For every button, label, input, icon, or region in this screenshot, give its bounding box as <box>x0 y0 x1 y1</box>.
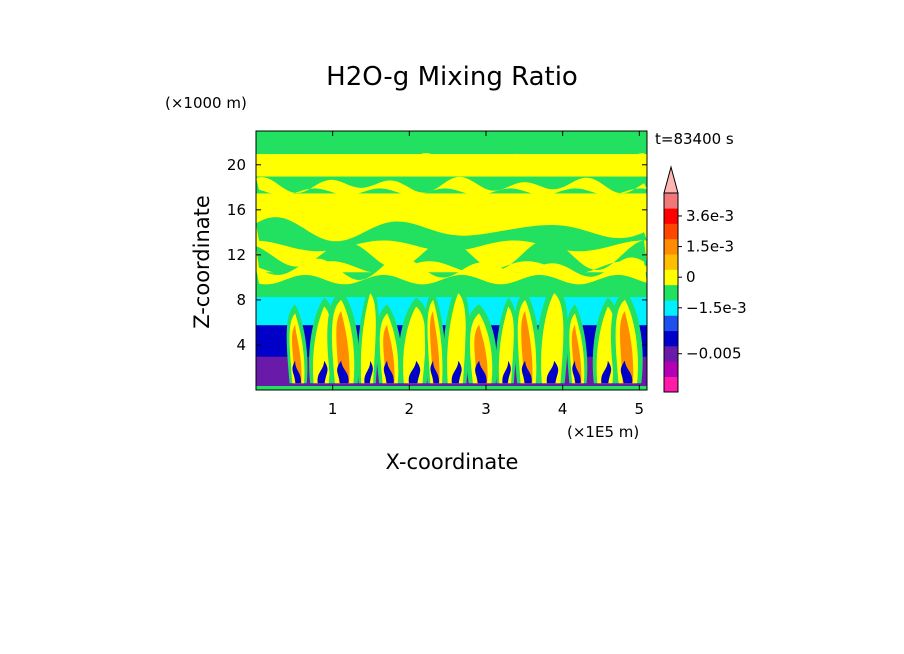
plume-mid-3 <box>360 293 376 384</box>
x-axis: 1 2 3 4 5 <box>328 131 644 418</box>
band-0 <box>256 385 647 390</box>
plume-mid-13 <box>596 306 616 384</box>
colorbar-level-8 <box>664 254 678 270</box>
y-unit-label: (×1000 m) <box>165 94 247 112</box>
plume-base-6 <box>430 360 439 384</box>
colorbar-level-0 <box>664 376 678 393</box>
yellow-streak-2 <box>256 153 647 165</box>
colorbar-label-4: −0.005 <box>686 345 742 363</box>
plume-mid-11 <box>541 293 564 384</box>
plume-mid-1 <box>312 306 332 384</box>
colorbar-level-3 <box>664 330 678 347</box>
colorbar-level-5 <box>664 300 678 316</box>
y-axis-label: Z-coordinate <box>190 195 214 329</box>
colorbar-level-2 <box>664 346 678 362</box>
plume-base-9 <box>502 360 511 384</box>
colorbar-level-10 <box>664 223 678 240</box>
colorbar-level-4 <box>664 315 678 332</box>
x-tick-label-0: 1 <box>328 400 338 418</box>
colorbar-level-6 <box>664 284 678 301</box>
colorbar-labels: 3.6e-3 1.5e-3 0 −1.5e-3 −0.005 <box>678 207 747 363</box>
colorbar-label-2: 0 <box>686 268 696 286</box>
plume-base-14 <box>620 360 633 384</box>
plume-base-3 <box>364 360 373 384</box>
band-7 <box>256 153 647 177</box>
yellow-streak-1 <box>256 176 647 196</box>
x-tick-label-3: 4 <box>558 400 568 418</box>
contour-field <box>256 131 647 390</box>
colorbar-level-1 <box>664 361 678 377</box>
colorbar-frame <box>663 192 679 393</box>
plot-frame <box>255 130 648 391</box>
y-tick-label-0: 4 <box>236 336 246 354</box>
colorbar-extend-triangle <box>663 165 679 194</box>
colorbar-level-11 <box>664 208 678 224</box>
plume-base-4 <box>383 360 394 384</box>
plume-base-13 <box>601 360 612 384</box>
x-tick-label-4: 5 <box>635 400 645 418</box>
x-tick-label-1: 2 <box>405 400 415 418</box>
plume-base-12 <box>572 360 581 384</box>
y-tick-label-2: 12 <box>227 246 246 264</box>
plume-mid-5 <box>403 306 426 384</box>
x-axis-label: X-coordinate <box>386 450 519 474</box>
y-tick-label-3: 16 <box>227 201 246 219</box>
plume-base-11 <box>546 360 559 384</box>
colorbar-label-1: 1.5e-3 <box>686 238 734 256</box>
plume-mid-7 <box>447 293 466 384</box>
plume-base-2 <box>337 360 349 384</box>
contour-plot-area <box>256 131 647 390</box>
plume-base-10 <box>521 360 532 384</box>
y-axis: 4 8 12 16 20 <box>227 156 647 354</box>
time-label: t=83400 s <box>655 130 734 148</box>
plume-base-8 <box>475 360 487 384</box>
plume-mid-9 <box>498 306 514 384</box>
plume-base-1 <box>317 360 328 384</box>
y-tick-label-4: 20 <box>227 156 246 174</box>
plume-base-7 <box>451 360 462 384</box>
colorbar-level-9 <box>664 238 678 255</box>
yellow-lower <box>256 257 647 285</box>
colorbar-label-0: 3.6e-3 <box>686 207 734 225</box>
colorbar-level-12 <box>664 193 678 209</box>
colorbar <box>663 165 679 393</box>
plume-base-5 <box>408 360 421 384</box>
band-8 <box>256 131 647 155</box>
colorbar-label-3: −1.5e-3 <box>686 299 747 317</box>
chart-title: H2O-g Mixing Ratio <box>326 62 578 92</box>
x-tick-label-2: 3 <box>481 400 491 418</box>
x-unit-label: (×1E5 m) <box>567 423 639 441</box>
plume-base-0 <box>292 360 301 384</box>
y-tick-label-1: 8 <box>236 291 246 309</box>
colorbar-level-7 <box>664 269 678 286</box>
